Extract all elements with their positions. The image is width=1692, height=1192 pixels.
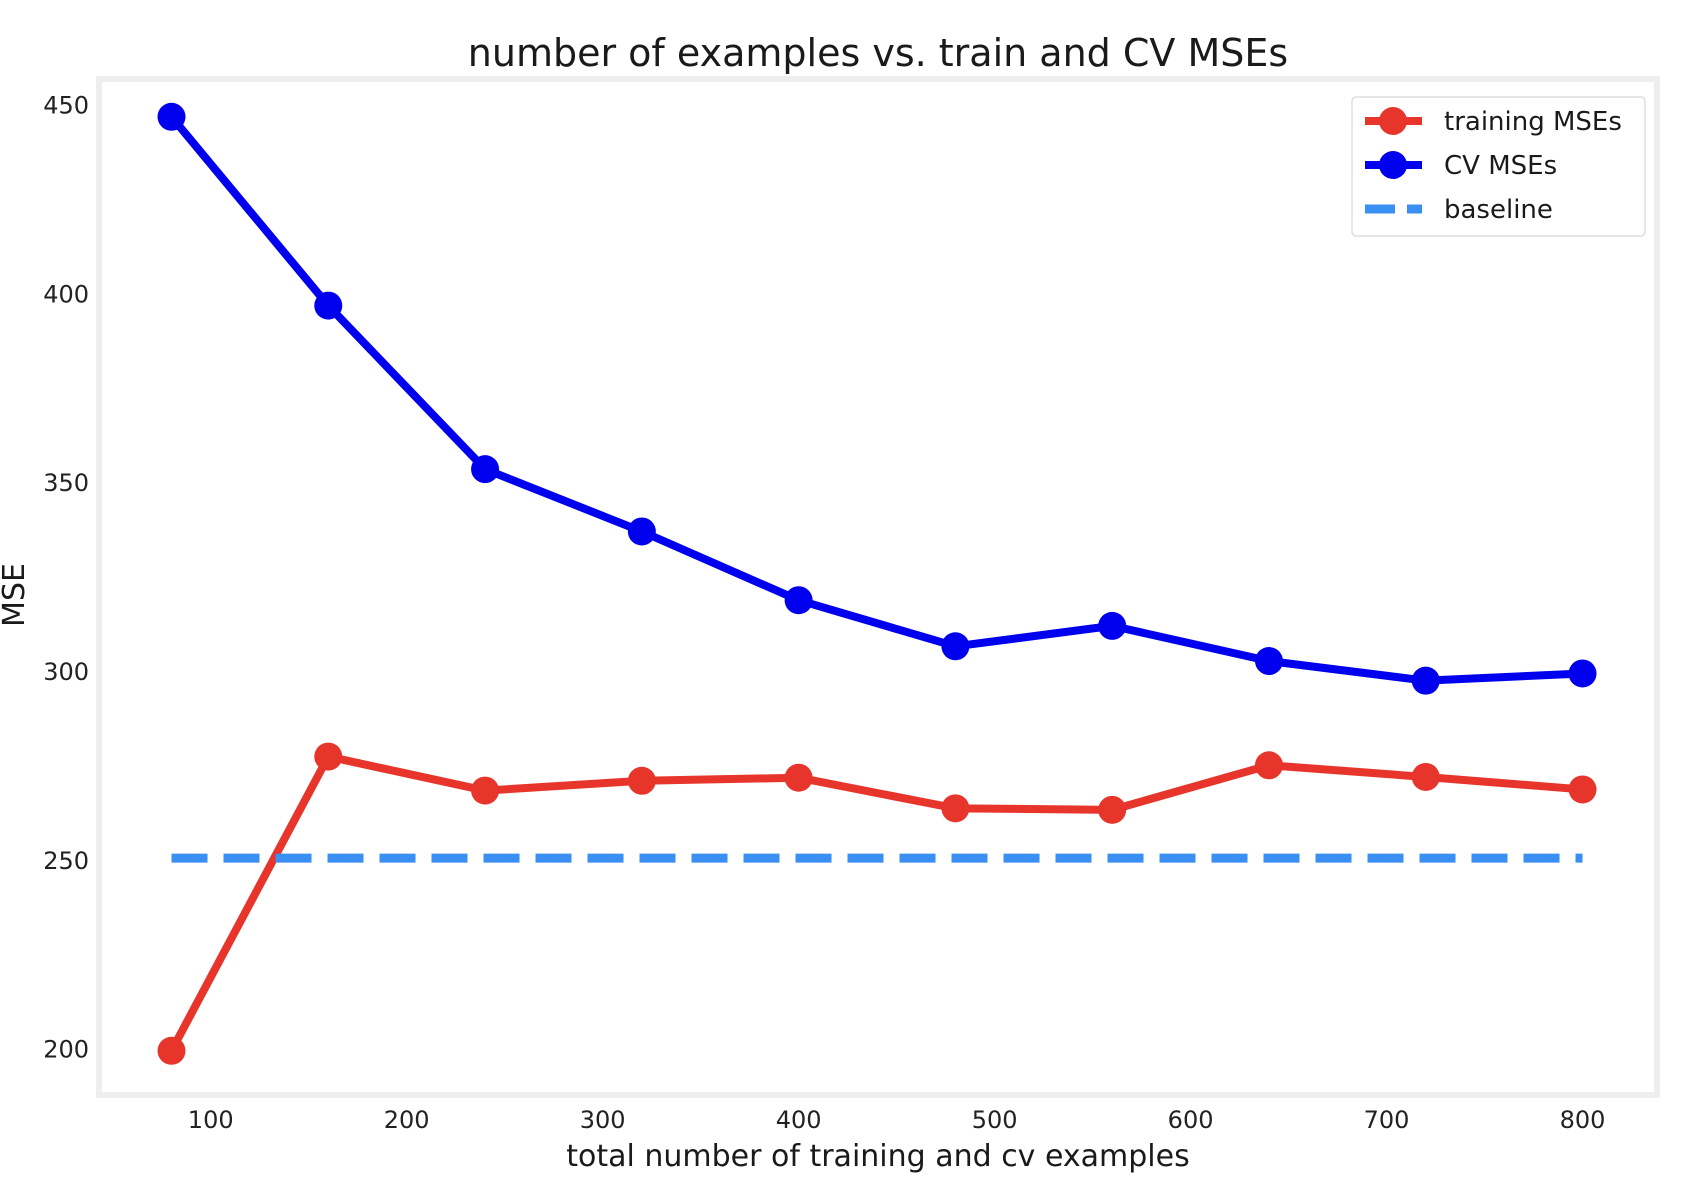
data-point-training-mses [784,763,813,792]
x-tick-labels: 100 200 300 400 500 600 700 800 [188,1106,1606,1134]
data-point-training-mses [471,776,500,805]
data-point-training-mses [1568,775,1597,804]
x-tick-label: 100 [188,1106,234,1134]
x-tick-label: 600 [1168,1106,1214,1134]
x-axis-label: total number of training and cv examples [566,1139,1189,1174]
legend-label-training-mses: training MSEs [1444,107,1622,137]
legend-swatch-marker-cv-mses [1379,151,1407,179]
series-line-training-mses [167,752,1587,1055]
data-point-training-mses [627,766,656,795]
data-point-cv-mses [1254,647,1283,676]
series-layer [157,102,1597,1065]
legend-box [1351,96,1646,237]
legend-item-training-mses: training MSEs [1365,107,1622,137]
y-tick-label: 450 [43,91,89,119]
y-tick-label: 400 [43,280,89,308]
y-tick-label: 250 [43,847,89,875]
x-tick-label: 500 [972,1106,1018,1134]
data-point-training-mses [314,742,343,771]
legend-label-cv-mses: CV MSEs [1444,151,1557,181]
series-training-mses [157,742,1597,1065]
x-tick-label: 200 [384,1106,430,1134]
data-point-cv-mses [1098,611,1127,640]
series-cv-mses [157,102,1597,695]
chart-title: number of examples vs. train and CV MSEs [468,31,1288,75]
data-point-cv-mses [471,455,500,484]
y-tick-labels: 200 250 300 350 400 450 [43,91,89,1063]
legend-label-baseline: baseline [1444,195,1553,225]
y-tick-label: 350 [43,469,89,497]
data-point-cv-mses [157,102,186,131]
data-point-cv-mses [941,632,970,661]
legend-swatch-marker-training-mses [1379,107,1407,135]
legend-item-cv-mses: CV MSEs [1365,151,1557,181]
data-point-training-mses [1411,762,1440,791]
y-tick-label: 300 [43,658,89,686]
legend: training MSEs CV MSEs baseline [1351,96,1646,237]
x-tick-label: 400 [776,1106,822,1134]
x-tick-label: 800 [1560,1106,1606,1134]
x-tick-label: 300 [580,1106,626,1134]
data-point-cv-mses [1411,666,1440,695]
y-tick-label: 200 [43,1036,89,1064]
data-point-cv-mses [784,586,813,615]
x-tick-label: 700 [1364,1106,1410,1134]
data-point-training-mses [1098,795,1127,824]
data-point-cv-mses [627,517,656,546]
plot-area-frame [96,76,1660,1098]
data-point-training-mses [157,1036,186,1065]
legend-item-baseline: baseline [1365,195,1553,225]
series-line-cv-mses [167,112,1587,685]
data-point-training-mses [941,794,970,823]
y-axis-label: MSE [0,563,32,627]
data-point-cv-mses [314,291,343,320]
data-point-training-mses [1254,751,1283,780]
data-point-cv-mses [1568,659,1597,688]
